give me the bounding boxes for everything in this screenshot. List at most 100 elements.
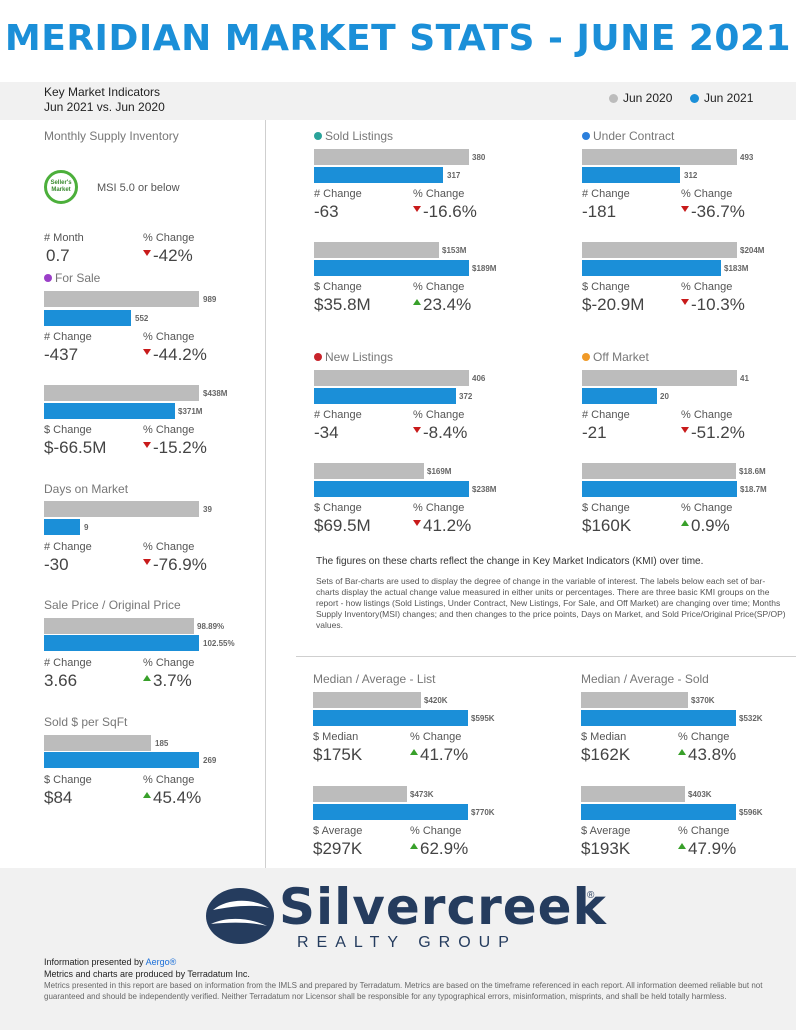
company-logo: Silvercreek ® REALTY GROUP bbox=[205, 878, 606, 954]
dom-pct: -76.9% bbox=[143, 555, 207, 575]
sold-dollar-change-label: $ Change bbox=[314, 281, 362, 293]
new-count-change-label: # Change bbox=[314, 409, 362, 421]
sold-average-change-label: $ Average bbox=[581, 825, 631, 837]
uc-count-pct-text: -36.7% bbox=[691, 202, 745, 221]
sqft-bar-2021 bbox=[44, 752, 199, 768]
down-triangle-icon bbox=[413, 520, 421, 526]
sold-average-pct: 47.9% bbox=[678, 839, 736, 859]
up-triangle-icon bbox=[143, 792, 151, 798]
uc-dollar-pct: -10.3% bbox=[681, 295, 745, 315]
sp-op-bar-2021 bbox=[44, 635, 199, 651]
title-band: MERIDIAN MARKET STATS - JUNE 2021 bbox=[0, 0, 796, 82]
list-median-bar-2021 bbox=[313, 710, 468, 726]
purple-dot-icon bbox=[44, 274, 52, 282]
off-dollar-bar-2020 bbox=[582, 463, 736, 479]
for-sale-title: For Sale bbox=[44, 271, 100, 285]
sold-average-pct-label: % Change bbox=[678, 825, 730, 837]
dom-change-label: # Change bbox=[44, 541, 92, 553]
new-count-change: -34 bbox=[314, 423, 339, 442]
for-sale-count-change-label: # Change bbox=[44, 331, 92, 343]
sqft-change: $84 bbox=[44, 788, 73, 807]
off-count-pct: -51.2% bbox=[681, 423, 745, 443]
sold-median-pct-text: 43.8% bbox=[688, 745, 737, 764]
logo-subtitle: REALTY GROUP bbox=[297, 934, 517, 951]
up-triangle-icon bbox=[681, 520, 689, 526]
off-market-title: Off Market bbox=[582, 350, 649, 364]
sp-op-change: 3.66 bbox=[44, 671, 78, 690]
msi-month-label: # Month bbox=[44, 232, 84, 244]
sqft-pct-text: 45.4% bbox=[153, 788, 202, 807]
off-count-change-label: # Change bbox=[582, 409, 630, 421]
under-contract-title-text: Under Contract bbox=[593, 129, 675, 143]
new-listings-title-text: New Listings bbox=[325, 350, 394, 364]
uc-count-pct-label: % Change bbox=[681, 188, 733, 200]
sold-listings-title-text: Sold Listings bbox=[325, 129, 394, 143]
uc-count-pct: -36.7% bbox=[681, 202, 745, 222]
sold-dollar-pct: 23.4% bbox=[413, 295, 471, 315]
sqft-2020: 185 bbox=[155, 739, 169, 748]
off-dollar-change: $160K bbox=[582, 516, 632, 535]
sp-op-title: Sale Price / Original Price bbox=[44, 598, 181, 612]
uc-dollar-2021: $183M bbox=[724, 264, 749, 273]
uc-dollar-pct-label: % Change bbox=[681, 281, 733, 293]
msi-pct-value: -42% bbox=[143, 246, 193, 266]
legend-dot-gray bbox=[609, 93, 618, 103]
new-dollar-pct-label: % Change bbox=[413, 502, 465, 514]
produced-by: Metrics and charts are produced by Terra… bbox=[44, 969, 250, 979]
new-dollar-pct-text: 41.2% bbox=[423, 516, 472, 535]
list-average-bar-2021 bbox=[313, 804, 468, 820]
list-average-pct-text: 62.9% bbox=[420, 839, 469, 858]
sp-op-2020: 98.89% bbox=[197, 622, 225, 631]
for-sale-count-pct-label: % Change bbox=[143, 331, 195, 343]
dom-2020: 39 bbox=[203, 505, 212, 514]
list-median-pct: 41.7% bbox=[410, 745, 468, 765]
legend-label-jun2020: Jun 2020 bbox=[623, 91, 673, 105]
sold-dollar-pct-text: 23.4% bbox=[423, 295, 472, 314]
off-count-2020: 41 bbox=[740, 374, 749, 383]
sold-dollar-pct-label: % Change bbox=[413, 281, 465, 293]
uc-dollar-2020: $204M bbox=[740, 246, 765, 255]
sqft-title: Sold $ per SqFt bbox=[44, 715, 128, 729]
sold-median-2021: $532K bbox=[739, 714, 763, 723]
for-sale-count-bar-2020 bbox=[44, 291, 199, 307]
new-dollar-change: $69.5M bbox=[314, 516, 371, 535]
sp-op-pct-text: 3.7% bbox=[153, 671, 192, 690]
off-dollar-change-label: $ Change bbox=[582, 502, 630, 514]
for-sale-count-change: -437 bbox=[44, 345, 79, 364]
for-sale-count-pct: -44.2% bbox=[143, 345, 207, 365]
sp-op-change-label: # Change bbox=[44, 657, 92, 669]
up-triangle-icon bbox=[143, 675, 151, 681]
msi-pct-label: % Change bbox=[143, 232, 195, 244]
new-count-bar-2020 bbox=[314, 370, 469, 386]
list-median-avg-title: Median / Average - List bbox=[313, 672, 436, 686]
under-contract-title: Under Contract bbox=[582, 129, 674, 143]
for-sale-dollar-2020: $438M bbox=[203, 389, 228, 398]
sold-count-pct: -16.6% bbox=[413, 202, 477, 222]
legend-dot-blue bbox=[690, 93, 699, 103]
column-divider bbox=[265, 120, 266, 868]
down-triangle-icon bbox=[143, 559, 151, 565]
uc-dollar-change: $-20.9M bbox=[582, 295, 645, 314]
for-sale-dollar-bar-2021 bbox=[44, 403, 175, 419]
list-average-bar-2020 bbox=[313, 786, 407, 802]
sold-count-2021: 317 bbox=[447, 171, 461, 180]
badge-line2: Market bbox=[51, 187, 71, 193]
sold-count-pct-text: -16.6% bbox=[423, 202, 477, 221]
sold-average-pct-text: 47.9% bbox=[688, 839, 737, 858]
sold-dollar-bar-2020 bbox=[314, 242, 439, 258]
for-sale-count-bar-2021 bbox=[44, 310, 131, 326]
new-dollar-pct: 41.2% bbox=[413, 516, 471, 536]
list-median-pct-label: % Change bbox=[410, 731, 462, 743]
up-triangle-icon bbox=[413, 299, 421, 305]
new-count-2021: 372 bbox=[459, 392, 473, 401]
swoosh-logo-icon bbox=[206, 888, 274, 944]
sold-dollar-change: $35.8M bbox=[314, 295, 371, 314]
dom-2021: 9 bbox=[84, 523, 89, 532]
aergo-link[interactable]: Aergo® bbox=[145, 957, 177, 967]
footer-band bbox=[0, 868, 796, 1030]
sold-average-change: $193K bbox=[581, 839, 631, 858]
list-median-2020: $420K bbox=[424, 696, 448, 705]
new-dollar-bar-2021 bbox=[314, 481, 469, 497]
off-count-2021: 20 bbox=[660, 392, 669, 401]
off-dollar-pct-label: % Change bbox=[681, 502, 733, 514]
